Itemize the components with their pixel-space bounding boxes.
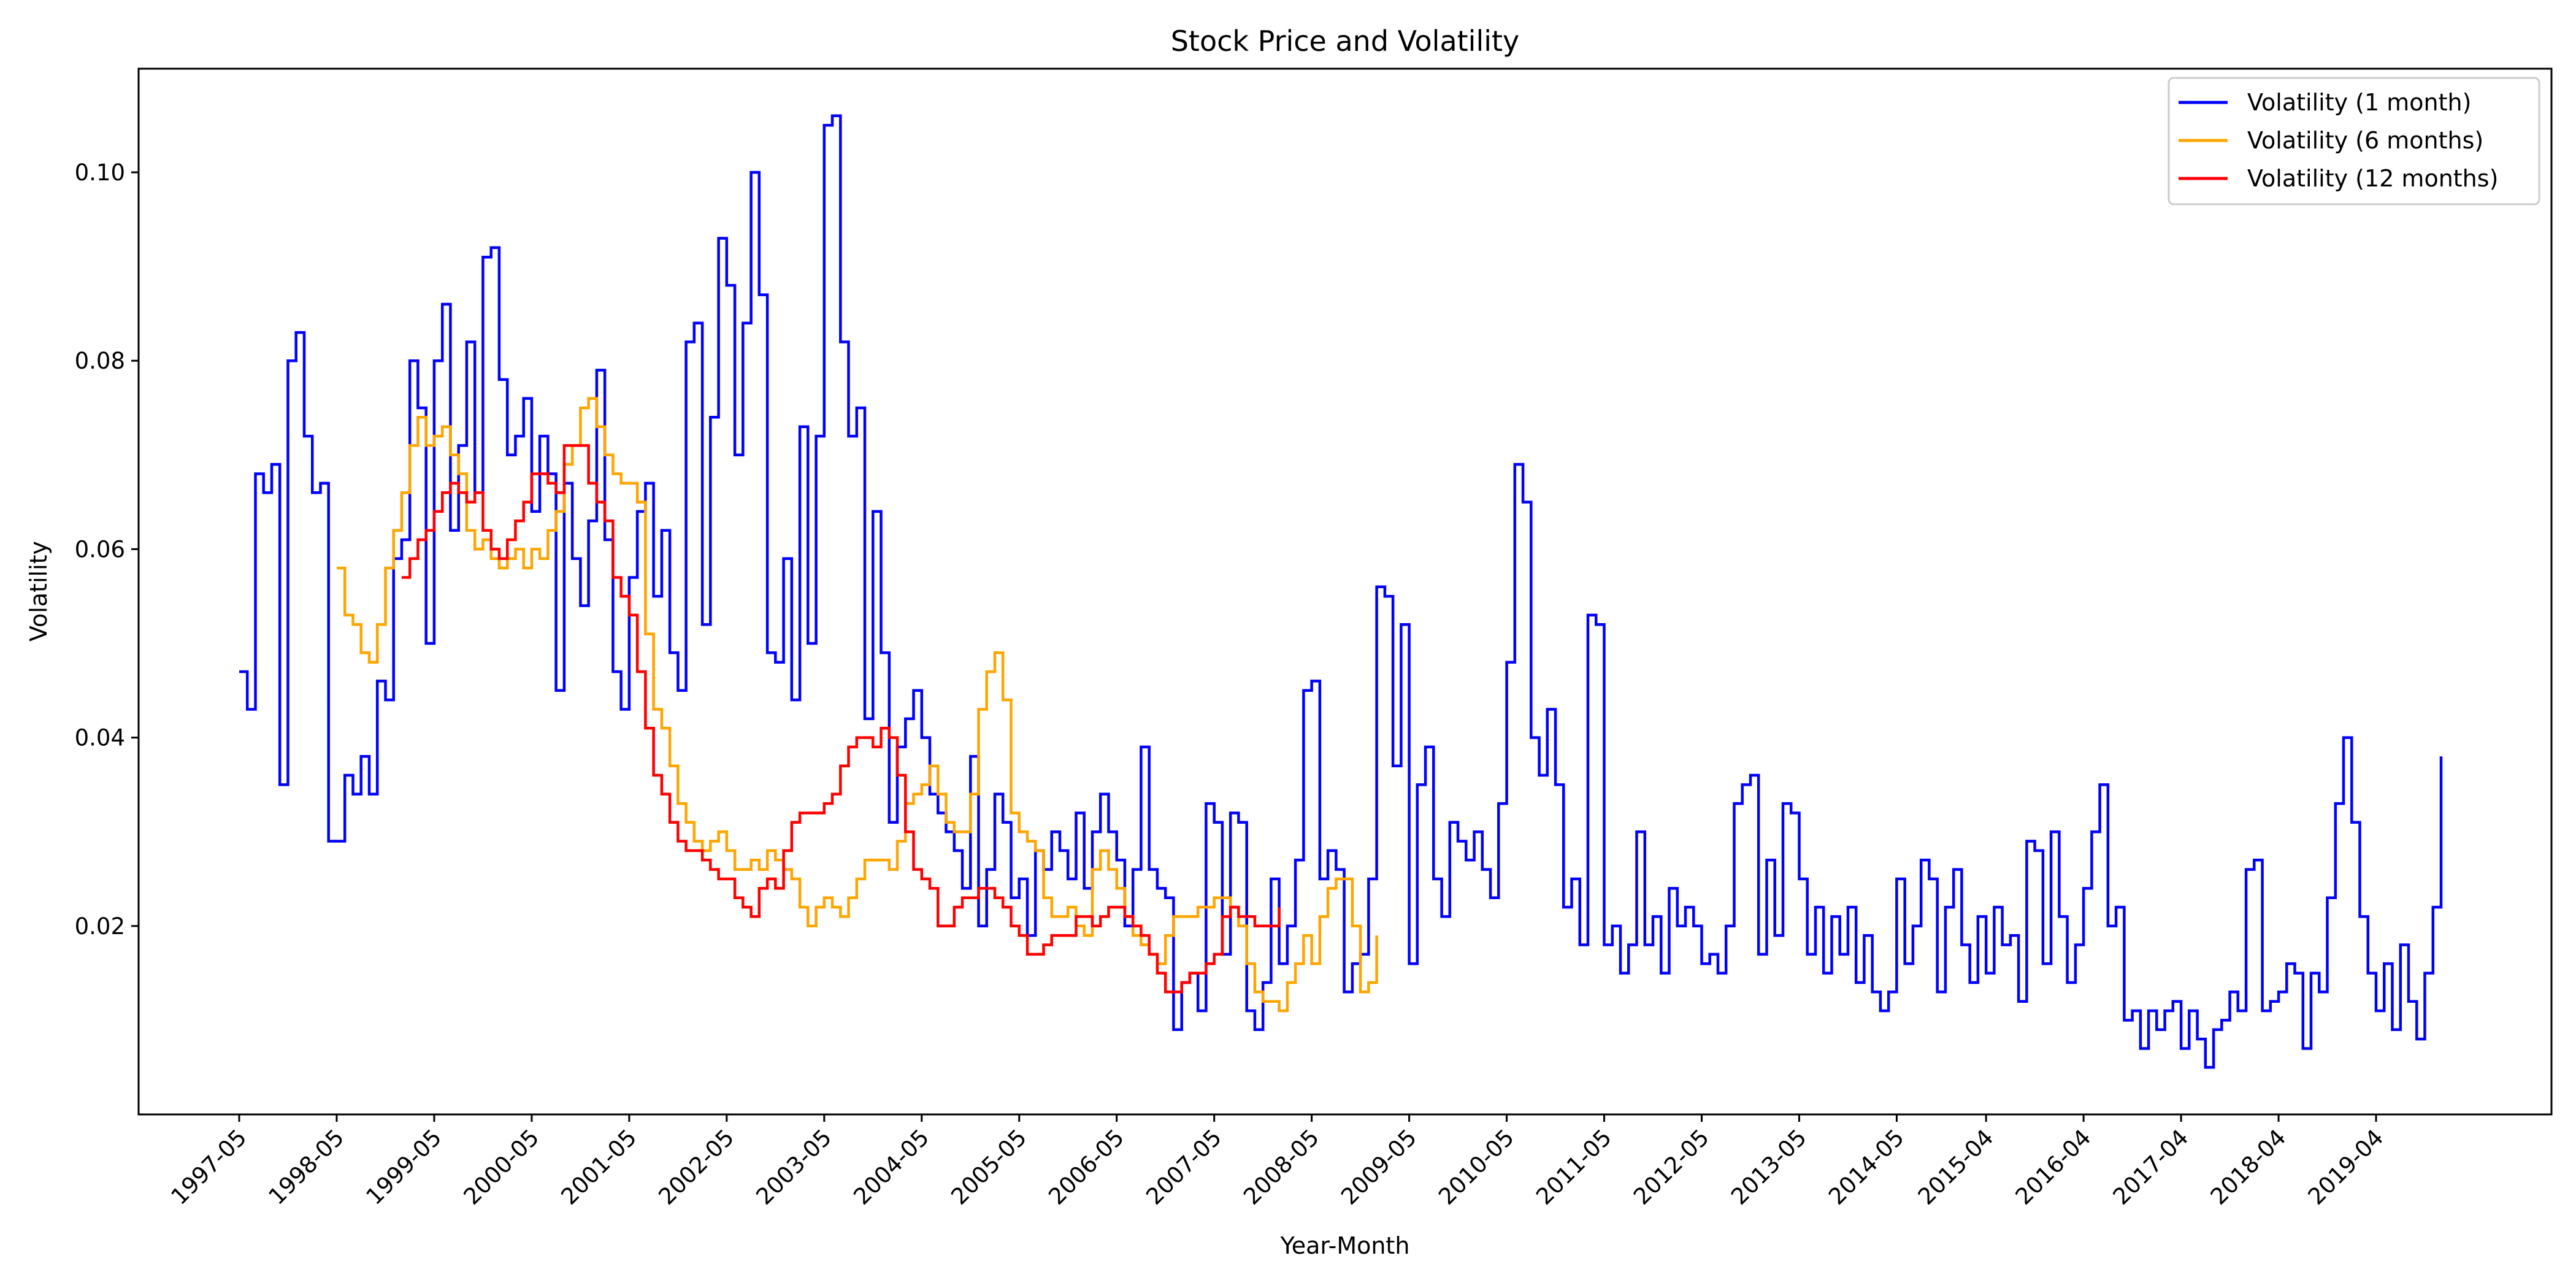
y-tick-label: 0.10: [75, 159, 125, 186]
series-line-volatility-6-months: [337, 397, 1378, 1013]
y-axis-label: Volatility: [25, 541, 52, 642]
y-axis: 0.02 0.04 0.06 0.08 0.10: [75, 159, 139, 940]
legend-box: [2168, 77, 2540, 205]
x-axis-label: Year-Month: [1280, 1232, 1410, 1259]
legend-label: Volatility (1 month): [2247, 89, 2471, 116]
y-tick-label: 0.08: [75, 348, 125, 374]
legend-label: Volatility (12 months): [2247, 165, 2498, 192]
y-tick-label: 0.02: [75, 913, 125, 940]
chart-title: Stock Price and Volatility: [1171, 25, 1520, 58]
legend: Volatility (1 month) Volatility (6 months…: [2168, 77, 2540, 205]
y-tick-label: 0.06: [75, 536, 125, 562]
legend-label: Volatility (6 months): [2247, 127, 2483, 154]
plot-area: [137, 67, 2553, 1116]
series-line-volatility-12-months: [401, 444, 1281, 994]
y-tick-label: 0.04: [75, 725, 125, 751]
series-lines: [239, 114, 2443, 1069]
